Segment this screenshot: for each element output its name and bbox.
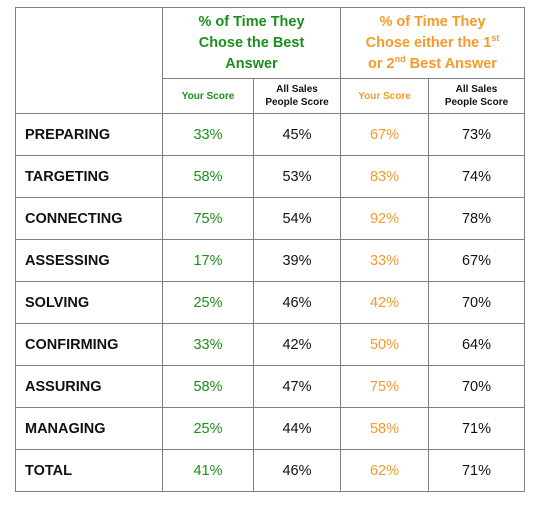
top-two-all-sales-cell: 70% — [428, 365, 525, 408]
best-your-score-header: Your Score — [162, 78, 254, 114]
corner-cell — [15, 7, 163, 114]
top-two-answer-header: % of Time They Chose either the 1st or 2… — [340, 7, 525, 79]
best-all-sales-cell: 45% — [253, 113, 341, 156]
table-row: SOLVING 25% 46% 42% 70% — [15, 281, 525, 324]
row-label: CONNECTING — [15, 197, 163, 240]
row-label: CONFIRMING — [15, 323, 163, 366]
top-two-all-sales-cell: 67% — [428, 239, 525, 282]
best-your-score-cell: 25% — [162, 407, 254, 450]
score-table: % of Time They Chose the Best Answer % o… — [15, 7, 525, 492]
best-all-sales-cell: 42% — [253, 323, 341, 366]
best-all-sales-cell: 46% — [253, 449, 341, 492]
best-all-sales-cell: 54% — [253, 197, 341, 240]
top-two-all-sales-cell: 71% — [428, 449, 525, 492]
table-row: CONNECTING 75% 54% 92% 78% — [15, 197, 525, 240]
best-all-sales-cell: 44% — [253, 407, 341, 450]
top-two-your-score-cell: 83% — [340, 155, 429, 198]
best-answer-header-line-1: % of Time They — [198, 13, 305, 30]
top-two-your-score-cell: 50% — [340, 323, 429, 366]
table-row: TARGETING 58% 53% 83% 74% — [15, 155, 525, 198]
row-label: SOLVING — [15, 281, 163, 324]
top-two-your-score-cell: 67% — [340, 113, 429, 156]
row-label: ASSURING — [15, 365, 163, 408]
top-two-your-score-header: Your Score — [340, 78, 429, 114]
top-two-all-sales-cell: 70% — [428, 281, 525, 324]
best-all-sales-cell: 47% — [253, 365, 341, 408]
table-row: ASSESSING 17% 39% 33% 67% — [15, 239, 525, 282]
top-two-all-sales-cell: 64% — [428, 323, 525, 366]
top-two-your-score-cell: 75% — [340, 365, 429, 408]
best-answer-header-line-2: Chose the Best — [198, 34, 305, 51]
best-your-score-cell: 75% — [162, 197, 254, 240]
top-two-all-sales-cell: 78% — [428, 197, 525, 240]
top-two-your-score-cell: 33% — [340, 239, 429, 282]
table-row: ASSURING 58% 47% 75% 70% — [15, 365, 525, 408]
best-all-sales-header: All Sales People Score — [253, 78, 341, 114]
row-label: TARGETING — [15, 155, 163, 198]
best-answer-header-line-3: Answer — [225, 55, 278, 72]
top-two-all-sales-cell: 73% — [428, 113, 525, 156]
row-label: PREPARING — [15, 113, 163, 156]
top-two-header-line-3: or 2nd Best Answer — [368, 53, 497, 72]
best-your-score-cell: 41% — [162, 449, 254, 492]
top-two-your-score-cell: 62% — [340, 449, 429, 492]
best-your-score-cell: 33% — [162, 323, 254, 366]
best-all-sales-cell: 53% — [253, 155, 341, 198]
best-all-sales-cell: 39% — [253, 239, 341, 282]
row-label: ASSESSING — [15, 239, 163, 282]
sub-header-row: Your Score All Sales People Score Your S… — [16, 78, 525, 114]
table-row: MANAGING 25% 44% 58% 71% — [15, 407, 525, 450]
best-your-score-cell: 33% — [162, 113, 254, 156]
best-your-score-cell: 58% — [162, 155, 254, 198]
top-two-your-score-cell: 42% — [340, 281, 429, 324]
top-two-your-score-cell: 92% — [340, 197, 429, 240]
top-two-header-line-1: % of Time They — [379, 13, 486, 30]
top-two-all-sales-cell: 71% — [428, 407, 525, 450]
top-two-all-sales-header: All Sales People Score — [428, 78, 525, 114]
best-all-sales-cell: 46% — [253, 281, 341, 324]
table-row: CONFIRMING 33% 42% 50% 64% — [15, 323, 525, 366]
top-two-your-score-cell: 58% — [340, 407, 429, 450]
table-row: TOTAL 41% 46% 62% 71% — [15, 449, 525, 492]
best-your-score-cell: 25% — [162, 281, 254, 324]
row-label: TOTAL — [15, 449, 163, 492]
row-label: MANAGING — [15, 407, 163, 450]
best-answer-header: % of Time They Chose the Best Answer — [162, 7, 341, 79]
best-your-score-cell: 17% — [162, 239, 254, 282]
top-two-header-line-2: Chose either the 1st — [365, 32, 500, 51]
table-row: PREPARING 33% 45% 67% 73% — [15, 113, 525, 156]
group-header-row: % of Time They Chose the Best Answer % o… — [15, 7, 525, 114]
best-your-score-cell: 58% — [162, 365, 254, 408]
top-two-all-sales-cell: 74% — [428, 155, 525, 198]
